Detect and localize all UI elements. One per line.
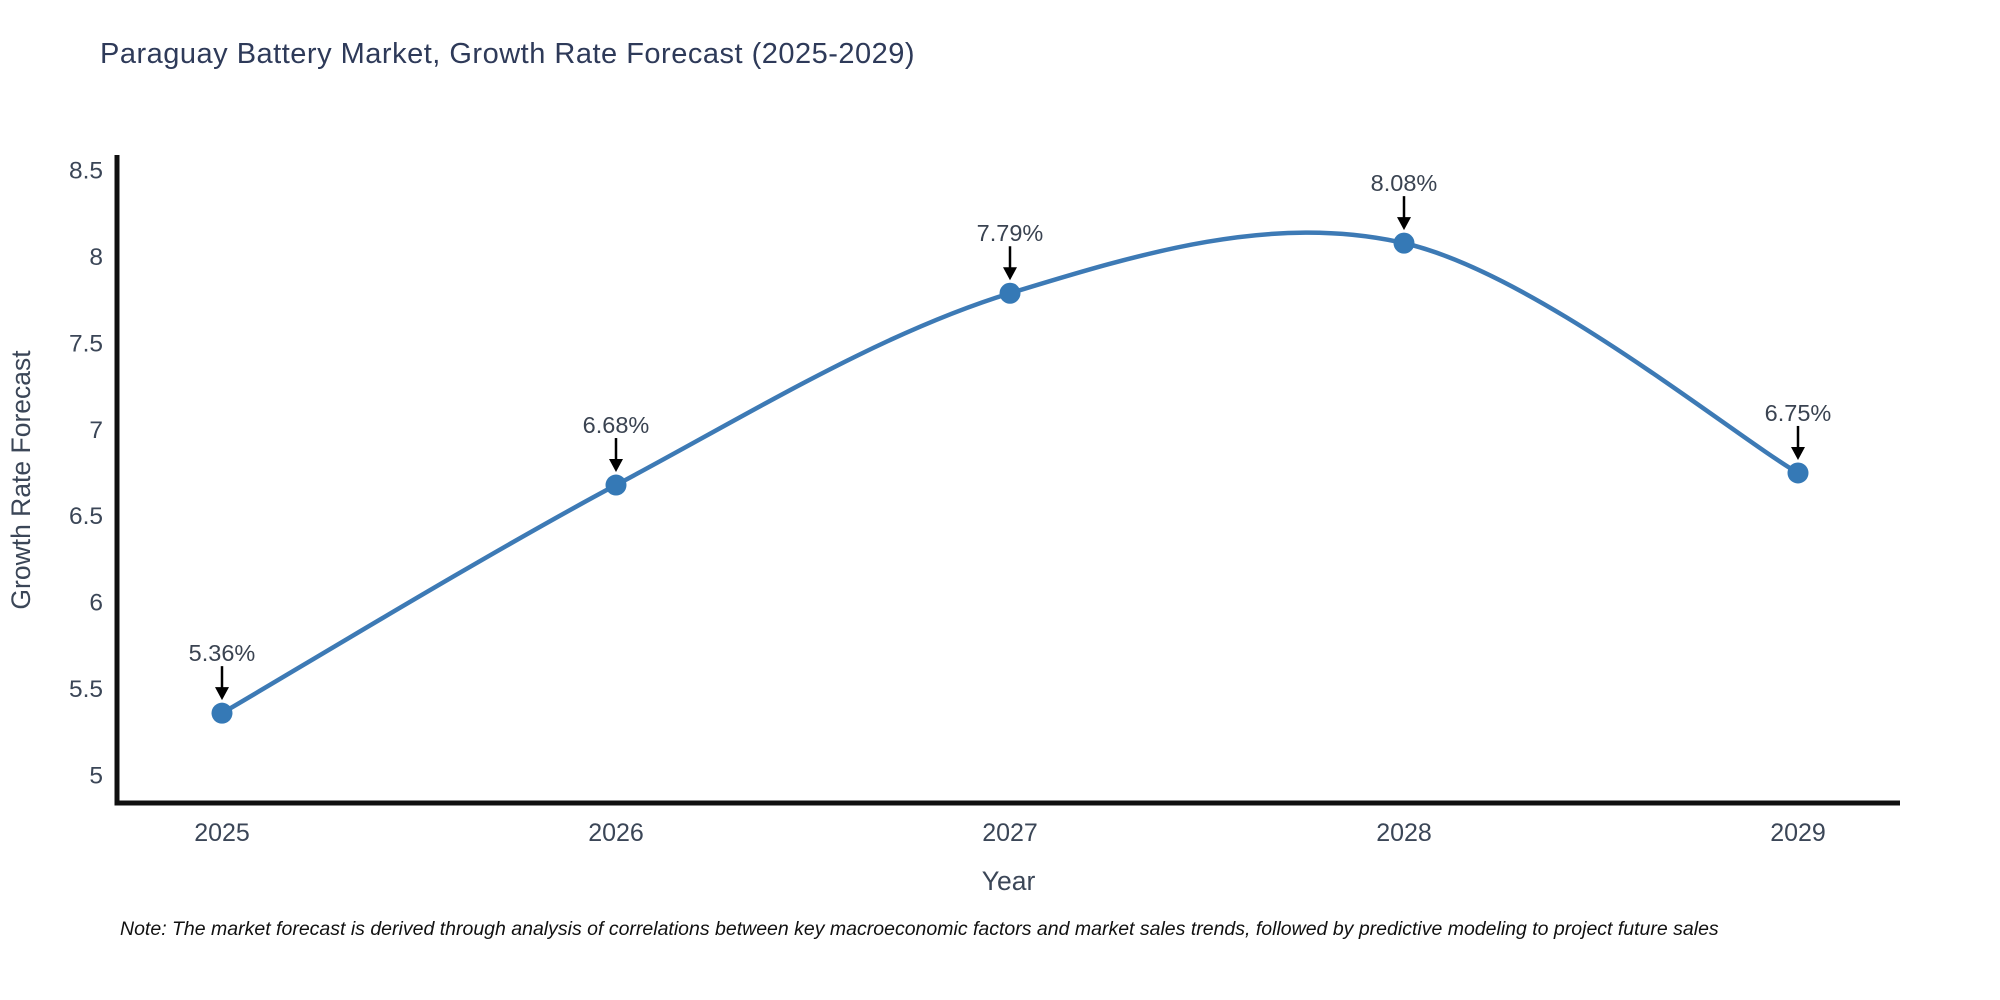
y-tick-label: 6.5 bbox=[69, 503, 103, 530]
x-tick-label: 2029 bbox=[1770, 819, 1826, 847]
annotation-arrow-head bbox=[1397, 217, 1411, 231]
data-point-label: 6.68% bbox=[583, 412, 650, 438]
annotation-arrow-head bbox=[215, 687, 229, 701]
data-point-marker bbox=[1787, 462, 1809, 484]
annotation-arrow-head bbox=[609, 459, 623, 473]
annotation-arrow-head bbox=[1791, 446, 1805, 460]
y-tick-label: 8 bbox=[89, 244, 103, 271]
chart-footnote: Note: The market forecast is derived thr… bbox=[120, 918, 1719, 940]
data-point-label: 7.79% bbox=[977, 220, 1044, 246]
data-point-label: 5.36% bbox=[189, 640, 256, 666]
y-tick-label: 7.5 bbox=[69, 330, 103, 357]
forecast-line bbox=[219, 230, 1801, 716]
y-axis-title: Growth Rate Forecast bbox=[6, 350, 36, 610]
data-point-marker bbox=[605, 474, 627, 496]
y-tick-label: 8.5 bbox=[69, 158, 103, 185]
x-axis-title: Year bbox=[982, 866, 1036, 896]
x-tick-label: 2025 bbox=[194, 819, 250, 847]
data-point-label: 8.08% bbox=[1371, 170, 1438, 196]
data-point-marker bbox=[999, 282, 1021, 304]
data-point-marker bbox=[1393, 232, 1415, 254]
x-tick-label: 2026 bbox=[588, 819, 644, 847]
x-tick-label: 2027 bbox=[982, 819, 1038, 847]
y-tick-label: 5.5 bbox=[69, 676, 103, 703]
y-tick-label: 6 bbox=[89, 590, 103, 617]
y-tick-label: 5 bbox=[89, 762, 103, 789]
x-tick-label: 2028 bbox=[1376, 819, 1432, 847]
data-point-marker bbox=[211, 702, 233, 724]
data-point-label: 6.75% bbox=[1765, 400, 1832, 426]
chart-title: Paraguay Battery Market, Growth Rate For… bbox=[100, 38, 916, 70]
y-tick-label: 7 bbox=[89, 417, 103, 444]
annotation-arrow-head bbox=[1003, 267, 1017, 281]
